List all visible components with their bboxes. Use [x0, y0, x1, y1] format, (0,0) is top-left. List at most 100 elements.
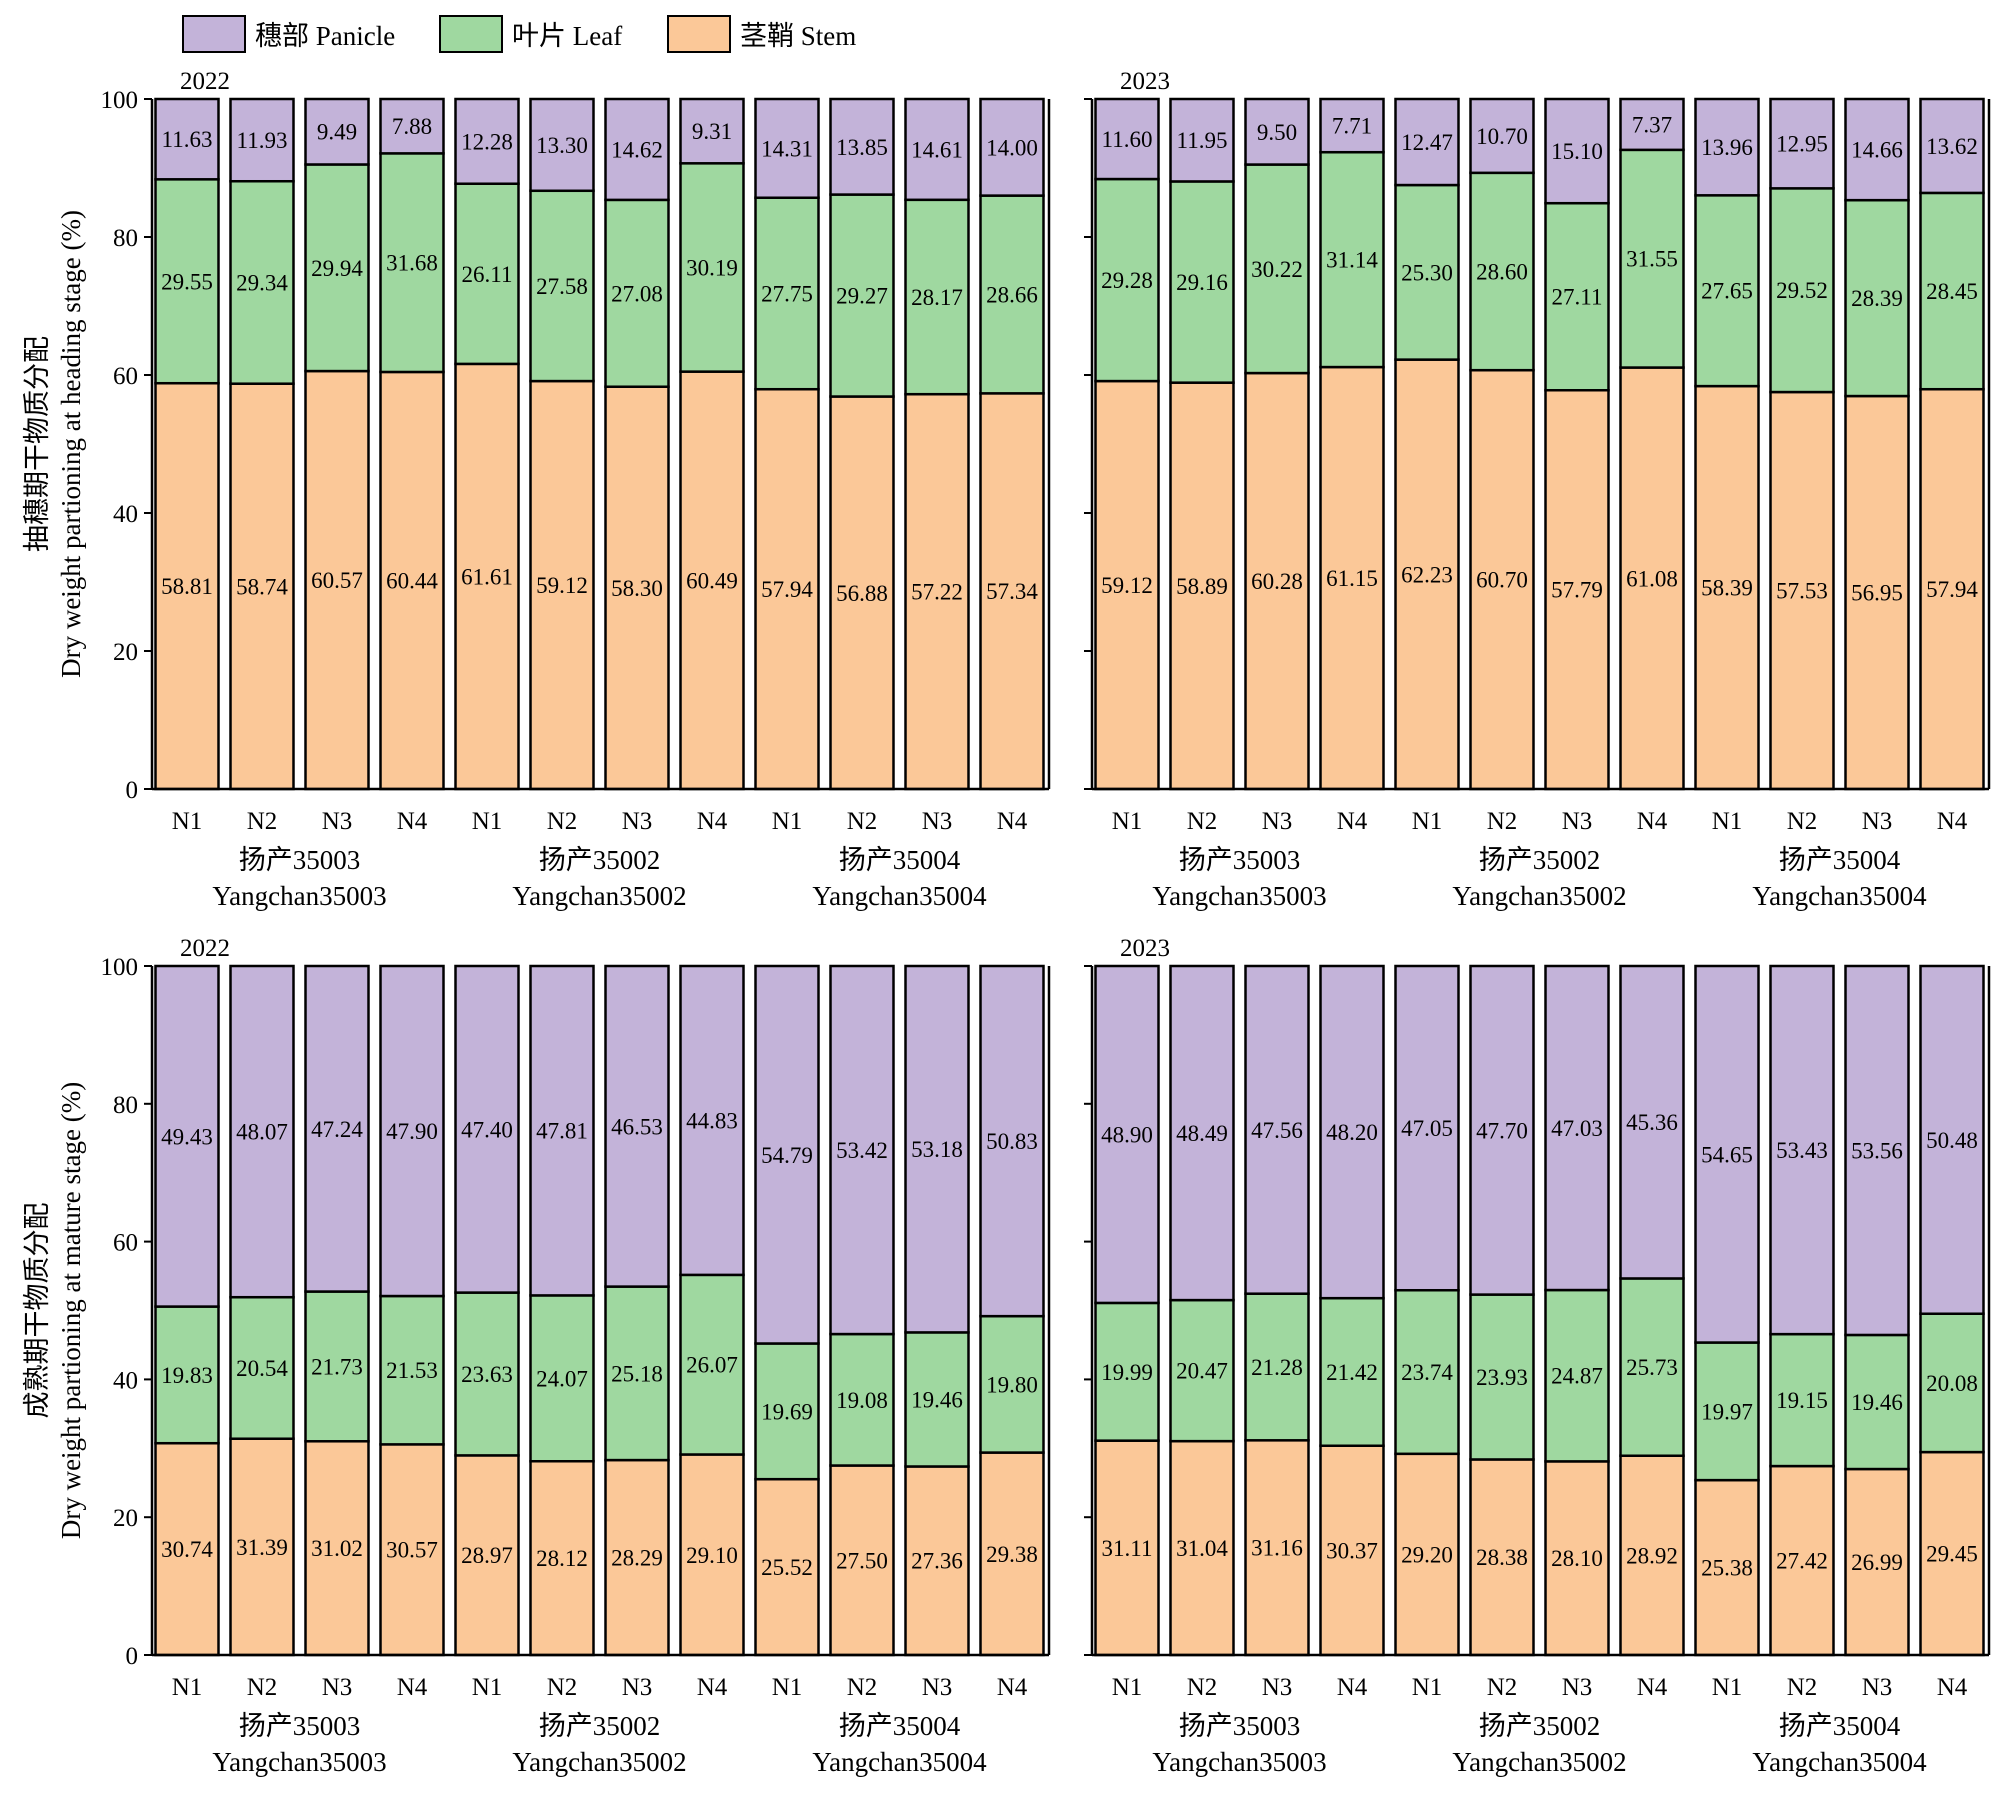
bar-stem: [1919, 1450, 1985, 1657]
x-tick-label: N4: [1937, 1674, 1968, 1701]
data-label-stem: 57.94: [761, 577, 813, 602]
group-label-cn: 扬产35003: [1179, 845, 1301, 875]
bar-stem: [379, 370, 445, 791]
group-label-cn: 扬产35003: [239, 845, 361, 875]
bar-panicle: [1919, 97, 1985, 195]
data-label-leaf: 27.65: [1701, 279, 1753, 304]
group-label-en: Yangchan35003: [212, 881, 386, 911]
data-label-panicle: 44.83: [686, 1108, 738, 1133]
data-label-leaf: 21.28: [1251, 1355, 1303, 1380]
data-label-panicle: 13.62: [1926, 134, 1978, 159]
bar-panicle: [1394, 964, 1460, 1292]
group-label-cn: 扬产35002: [539, 1711, 661, 1741]
x-tick-label: N3: [322, 1674, 353, 1701]
bar-panicle: [1844, 97, 1910, 202]
data-label-panicle: 9.31: [692, 119, 732, 144]
data-label-panicle: 11.93: [237, 128, 288, 153]
x-tick-label: N4: [997, 808, 1028, 835]
data-label-leaf: 23.63: [461, 1362, 513, 1387]
bar-leaf: [1169, 1298, 1235, 1443]
data-label-stem: 60.70: [1476, 568, 1528, 593]
data-label-leaf: 23.74: [1401, 1360, 1453, 1385]
group-label-cn: 扬产35004: [1779, 1711, 1901, 1741]
data-label-leaf: 20.54: [236, 1356, 288, 1381]
bar-leaf: [154, 178, 220, 385]
x-tick-label: N3: [922, 808, 953, 835]
chart-panel-2022-heading: 2022 58.81 29.55 11.63 58.74 29.34 11.93 60.57 2…: [101, 68, 1051, 911]
x-tick-label: N4: [1637, 808, 1668, 835]
data-label-stem: 28.38: [1476, 1545, 1528, 1570]
group-label-cn: 扬产35004: [839, 1711, 961, 1741]
bar-leaf: [604, 1285, 670, 1462]
x-tick-label: N1: [1412, 1674, 1443, 1701]
legend-label-leaf: 叶片 Leaf: [512, 21, 622, 51]
data-label-leaf: 29.94: [311, 256, 363, 281]
bar-leaf: [604, 198, 670, 388]
data-label-stem: 29.20: [1401, 1542, 1453, 1567]
x-tick-label: N1: [772, 1674, 803, 1701]
data-label-stem: 61.15: [1326, 566, 1378, 591]
bar-panicle: [1769, 964, 1835, 1336]
bar-stem: [154, 1441, 220, 1657]
data-label-leaf: 29.52: [1776, 278, 1828, 303]
bar-leaf: [1694, 1341, 1760, 1482]
bar-stem: [1619, 1454, 1685, 1657]
x-tick-label: N2: [847, 808, 878, 835]
bar-leaf: [1844, 198, 1910, 398]
x-tick-label: N2: [547, 808, 578, 835]
x-tick-label: N3: [622, 1674, 653, 1701]
x-tick-label: N2: [1487, 1674, 1518, 1701]
data-label-stem: 30.74: [161, 1537, 213, 1562]
data-label-leaf: 27.11: [1552, 285, 1603, 310]
data-label-leaf: 27.75: [761, 281, 813, 306]
data-label-panicle: 14.61: [911, 137, 963, 162]
data-label-stem: 27.50: [836, 1548, 888, 1573]
data-label-panicle: 11.60: [1102, 127, 1153, 152]
chart-panel-2023-mature: 2023 31.11 19.99 48.90 31.04 20.47 48.49 31.16 2…: [1084, 935, 1991, 1777]
bar-panicle: [379, 97, 445, 155]
group-label-en: Yangchan35004: [1752, 1747, 1927, 1777]
data-label-panicle: 9.50: [1257, 120, 1297, 145]
data-label-stem: 25.38: [1701, 1556, 1753, 1581]
bar-stem: [979, 1451, 1045, 1657]
y-tick-label: 80: [113, 225, 138, 252]
bar-panicle: [529, 97, 595, 193]
data-label-leaf: 30.19: [686, 255, 738, 280]
data-label-stem: 56.95: [1851, 581, 1903, 606]
x-tick-label: N3: [622, 808, 653, 835]
bar-panicle: [229, 964, 295, 1299]
bar-panicle: [979, 97, 1045, 197]
bar-leaf: [829, 1332, 895, 1467]
bar-stem: [1394, 358, 1460, 791]
x-tick-label: N4: [997, 1674, 1028, 1701]
data-label-panicle: 54.65: [1701, 1142, 1753, 1167]
x-tick-label: N4: [697, 1674, 728, 1701]
bar-leaf: [529, 1294, 595, 1463]
bar-panicle: [904, 964, 970, 1334]
bar-panicle: [904, 97, 970, 202]
data-label-panicle: 47.40: [461, 1117, 513, 1142]
data-label-stem: 58.81: [161, 574, 213, 599]
data-label-panicle: 15.10: [1551, 139, 1603, 164]
data-label-leaf: 28.17: [911, 285, 963, 310]
data-label-panicle: 47.70: [1476, 1118, 1528, 1143]
data-label-stem: 27.42: [1776, 1549, 1828, 1574]
data-label-panicle: 13.85: [836, 135, 888, 160]
bar-panicle: [1169, 97, 1235, 183]
data-label-stem: 60.28: [1251, 569, 1303, 594]
legend: 穗部 Panicle 叶片 Leaf 茎鞘 Stem: [182, 15, 856, 53]
data-label-stem: 29.10: [686, 1543, 738, 1568]
bar-leaf: [1619, 148, 1685, 369]
y-axis-title-cn: 成熟期干物质分配: [22, 1203, 52, 1419]
data-label-leaf: 29.55: [161, 269, 213, 294]
data-label-panicle: 54.79: [761, 1143, 813, 1168]
bar-leaf: [379, 152, 445, 374]
x-tick-label: N4: [397, 1674, 428, 1701]
data-label-stem: 30.57: [386, 1538, 438, 1563]
x-tick-label: N2: [247, 1674, 278, 1701]
bar-panicle: [1469, 97, 1535, 175]
bar-panicle: [154, 97, 220, 181]
data-label-leaf: 28.60: [1476, 260, 1528, 285]
x-tick-label: N4: [1937, 808, 1968, 835]
